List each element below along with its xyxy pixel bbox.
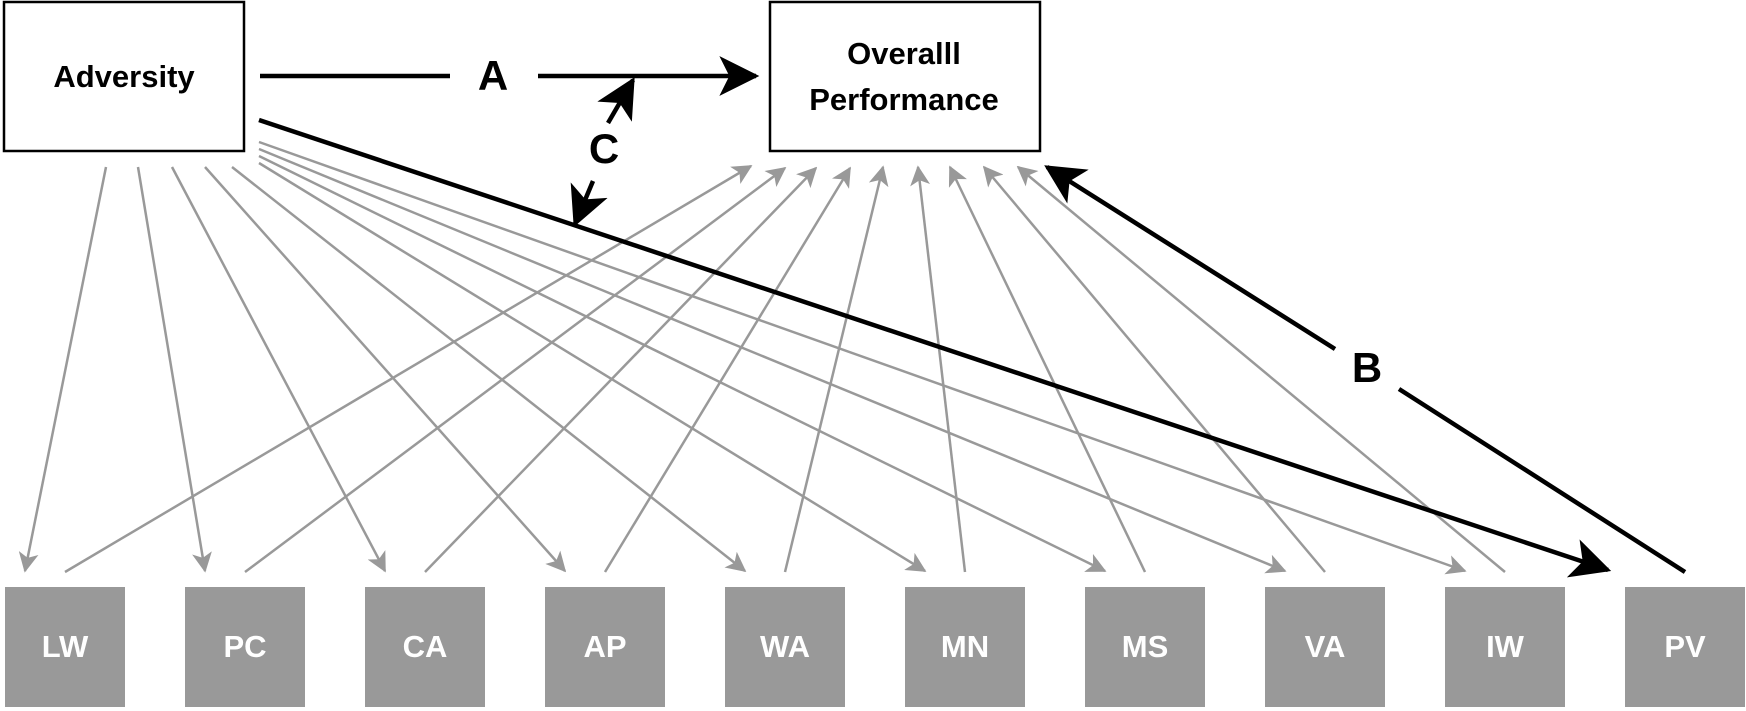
mediator-node-pc: PC [185, 587, 305, 707]
path-b-arrow [1044, 165, 1337, 351]
path-wa-to-performance [783, 165, 889, 573]
mediator-box-lw [5, 587, 125, 707]
mediator-node-mn: MN [905, 587, 1025, 707]
mediator-label-ap: AP [583, 629, 626, 664]
path-adversity-to-pc [136, 166, 212, 573]
mediator-node-ca: CA [365, 587, 485, 707]
mediator-node-wa: WA [725, 587, 845, 707]
path-adversity-to-va [258, 147, 1287, 574]
path-adversity-to-ap [204, 166, 567, 573]
path-b-segment-lower [1397, 387, 1687, 574]
path-pc-to-performance [244, 166, 787, 574]
mediator-label-pc: PC [223, 629, 266, 664]
path-ms-to-performance [948, 165, 1147, 573]
mediator-label-lw: LW [42, 629, 89, 664]
mediator-box-wa [725, 587, 845, 707]
overall-performance-node: Overalll Performance [768, 0, 1042, 153]
mediator-node-pv: PV [1625, 587, 1745, 707]
mediator-box-ms [1085, 587, 1205, 707]
path-ca-to-performance [424, 166, 818, 573]
adversity-to-pv-path [258, 117, 1612, 578]
mediator-node-lw: LW [5, 587, 125, 707]
mediator-box-ap [545, 587, 665, 707]
mediator-box-pc [185, 587, 305, 707]
path-adversity-to-wa [231, 166, 747, 573]
performance-label-line2: Performance [809, 82, 999, 117]
path-a-label: A [478, 52, 508, 99]
path-va-to-performance [982, 165, 1326, 573]
path-adversity-to-iw [258, 140, 1467, 575]
path-lw-to-performance [64, 164, 753, 574]
mediator-boxes: LW PC CA AP WA MN MS VA IW PV [5, 587, 1745, 707]
path-adversity-to-ca [170, 166, 387, 573]
path-adversity-to-ms [258, 154, 1107, 573]
mediator-label-pv: PV [1664, 629, 1706, 664]
adversity-to-mediator-paths [18, 140, 1467, 575]
adversity-node: Adversity [2, 0, 246, 153]
path-c-label: C [589, 125, 619, 172]
path-b-label: B [1352, 344, 1382, 391]
path-c-arrow-down [570, 180, 608, 228]
mediator-box-ca [365, 587, 485, 707]
mediator-label-ms: MS [1122, 629, 1169, 664]
mediator-label-ca: CA [403, 629, 448, 664]
mediator-label-wa: WA [760, 629, 810, 664]
path-adversity-to-mn [258, 161, 927, 573]
mediator-label-iw: IW [1486, 629, 1525, 664]
mediator-label-mn: MN [941, 629, 989, 664]
mediator-box-mn [905, 587, 1025, 707]
mediator-to-performance-paths [64, 164, 1506, 574]
mediator-box-va [1265, 587, 1385, 707]
path-iw-to-performance [1016, 165, 1506, 573]
mediator-label-va: VA [1305, 629, 1346, 664]
mediator-node-ap: AP [545, 587, 665, 707]
path-ap-to-performance [603, 166, 852, 573]
adversity-label: Adversity [53, 59, 195, 94]
mediator-node-iw: IW [1445, 587, 1565, 707]
path-c-arrow-up [597, 77, 635, 125]
mediator-node-ms: MS [1085, 587, 1205, 707]
performance-label-line1: Overalll [847, 36, 961, 71]
mediator-node-va: VA [1265, 587, 1385, 707]
mediator-box-pv [1625, 587, 1745, 707]
path-adversity-to-lw [18, 166, 108, 573]
mediator-box-iw [1445, 587, 1565, 707]
path-mn-to-performance [910, 165, 967, 573]
